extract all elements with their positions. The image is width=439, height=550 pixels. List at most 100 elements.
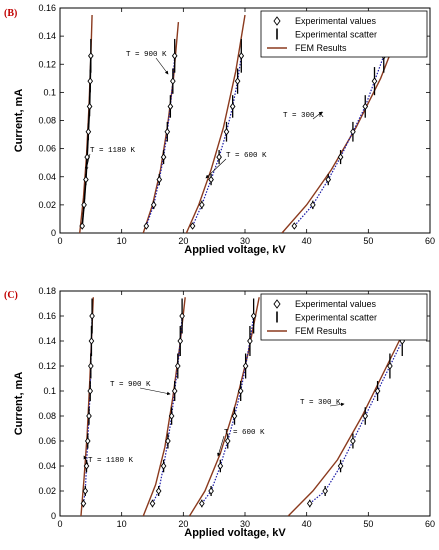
y-tick-label: 0.12 [38,59,56,69]
series-3 [188,297,260,516]
legend-entry: Experimental scatter [295,30,377,40]
experimental-trend-line [151,315,183,504]
legend-marker-diamond [273,16,281,26]
y-tick-label: 0.04 [38,172,56,182]
experimental-point [237,387,244,395]
chart-panel-b: 0 0.02 0.04 0.06 0.08 0.1 0.12 0.14 0.16 0 10 20 30 4… [4,3,435,256]
experimental-point [83,462,90,470]
temperature-annotation: T = 300 K [283,112,324,120]
x-tick-label: 60 [425,519,435,529]
series-3 [185,14,246,233]
annotation-arrow [312,111,323,120]
x-axis-label: Applied voltage, kV [184,244,286,256]
experimental-point [84,153,90,161]
y-tick-label: 0.06 [38,436,56,446]
legend-entry: FEM Results [295,326,347,336]
experimental-point [87,77,94,85]
experimental-point [177,337,184,345]
experimental-point [156,175,163,184]
legend-marker-diamond [273,299,281,309]
y-tick-label: 0.14 [38,31,56,41]
x-tick-label: 30 [240,236,250,246]
experimental-point [170,77,176,85]
experimental-point [223,128,230,136]
experimental-point [387,362,393,370]
fem-line [281,14,406,233]
series-2 [142,22,180,233]
x-tick-label: 30 [240,519,250,529]
experimental-trend-line [201,315,255,504]
legend-entry: FEM Results [295,43,347,53]
y-tick-label: 0.08 [38,116,56,126]
experimental-point [150,201,157,209]
y-axis-label: Current, mA [13,89,25,153]
experimental-point [337,153,344,161]
experimental-point [165,437,171,445]
series-4 [287,315,413,516]
y-tick-label: 0.06 [38,144,56,154]
panel-label: (B) [4,8,17,19]
y-tick-label: 0.02 [38,200,56,210]
y-tick-label: 0.14 [38,336,56,346]
experimental-point [167,102,174,111]
experimental-point [160,462,167,470]
experimental-point [85,128,92,136]
x-tick-label: 50 [363,236,373,246]
experimental-trend-line [192,55,242,227]
x-tick-label: 10 [117,236,127,246]
x-tick-label: 40 [302,519,312,529]
series-4 [281,14,406,233]
experimental-point [322,487,328,495]
x-tick-label: 50 [363,519,373,529]
experimental-point [350,437,356,445]
experimental-point [199,499,205,508]
y-tick-label: 0.04 [38,461,56,471]
experimental-point [80,499,87,508]
experimental-point [208,175,214,184]
experimental-point [189,222,196,230]
x-axis-label: Applied voltage, kV [184,527,286,539]
experimental-point [306,499,313,508]
legend-entry: Experimental values [295,299,377,309]
temperature-annotation: T = 600 K [224,429,265,437]
experimental-point [242,362,249,370]
temperature-annotation: T = 900 K [110,381,151,389]
experimental-point [88,362,94,370]
experimental-point [87,387,94,395]
annotation-arrow [139,387,171,396]
series-2 [142,297,186,516]
y-tick-label: 0.1 [43,87,56,97]
experimental-point [238,52,245,60]
experimental-point [89,312,95,320]
experimental-point [164,128,171,136]
legend: Experimental values Experimental scatter F… [260,10,428,58]
y-tick-label: 0.16 [38,3,56,13]
experimental-point [208,487,214,495]
y-tick-label: 0 [51,511,56,521]
experimental-point [84,437,91,445]
experimental-point [168,412,175,420]
experimental-point [231,412,238,420]
experimental-point [81,201,87,209]
annotation-arrow [84,153,91,171]
temperature-annotation: T = 600 K [226,152,267,160]
legend: Experimental values Experimental scatter F… [260,293,428,341]
experimental-point [234,77,241,85]
series-1 [79,15,94,233]
experimental-point [179,312,185,320]
experimental-point [229,102,236,111]
experimental-point [350,128,356,136]
experimental-point [171,52,178,60]
experimental-point [83,175,89,184]
y-tick-label: 0.16 [38,311,56,321]
x-tick-label: 0 [57,519,62,529]
experimental-point [337,462,344,470]
fem-line [185,14,246,233]
panel-label: (C) [4,290,18,301]
y-tick-label: 0.18 [38,286,56,296]
legend-entry: Experimental scatter [295,313,377,323]
experimental-point [143,222,150,230]
x-tick-label: 20 [178,519,188,529]
experimental-point [325,175,332,184]
experimental-point [247,337,253,345]
